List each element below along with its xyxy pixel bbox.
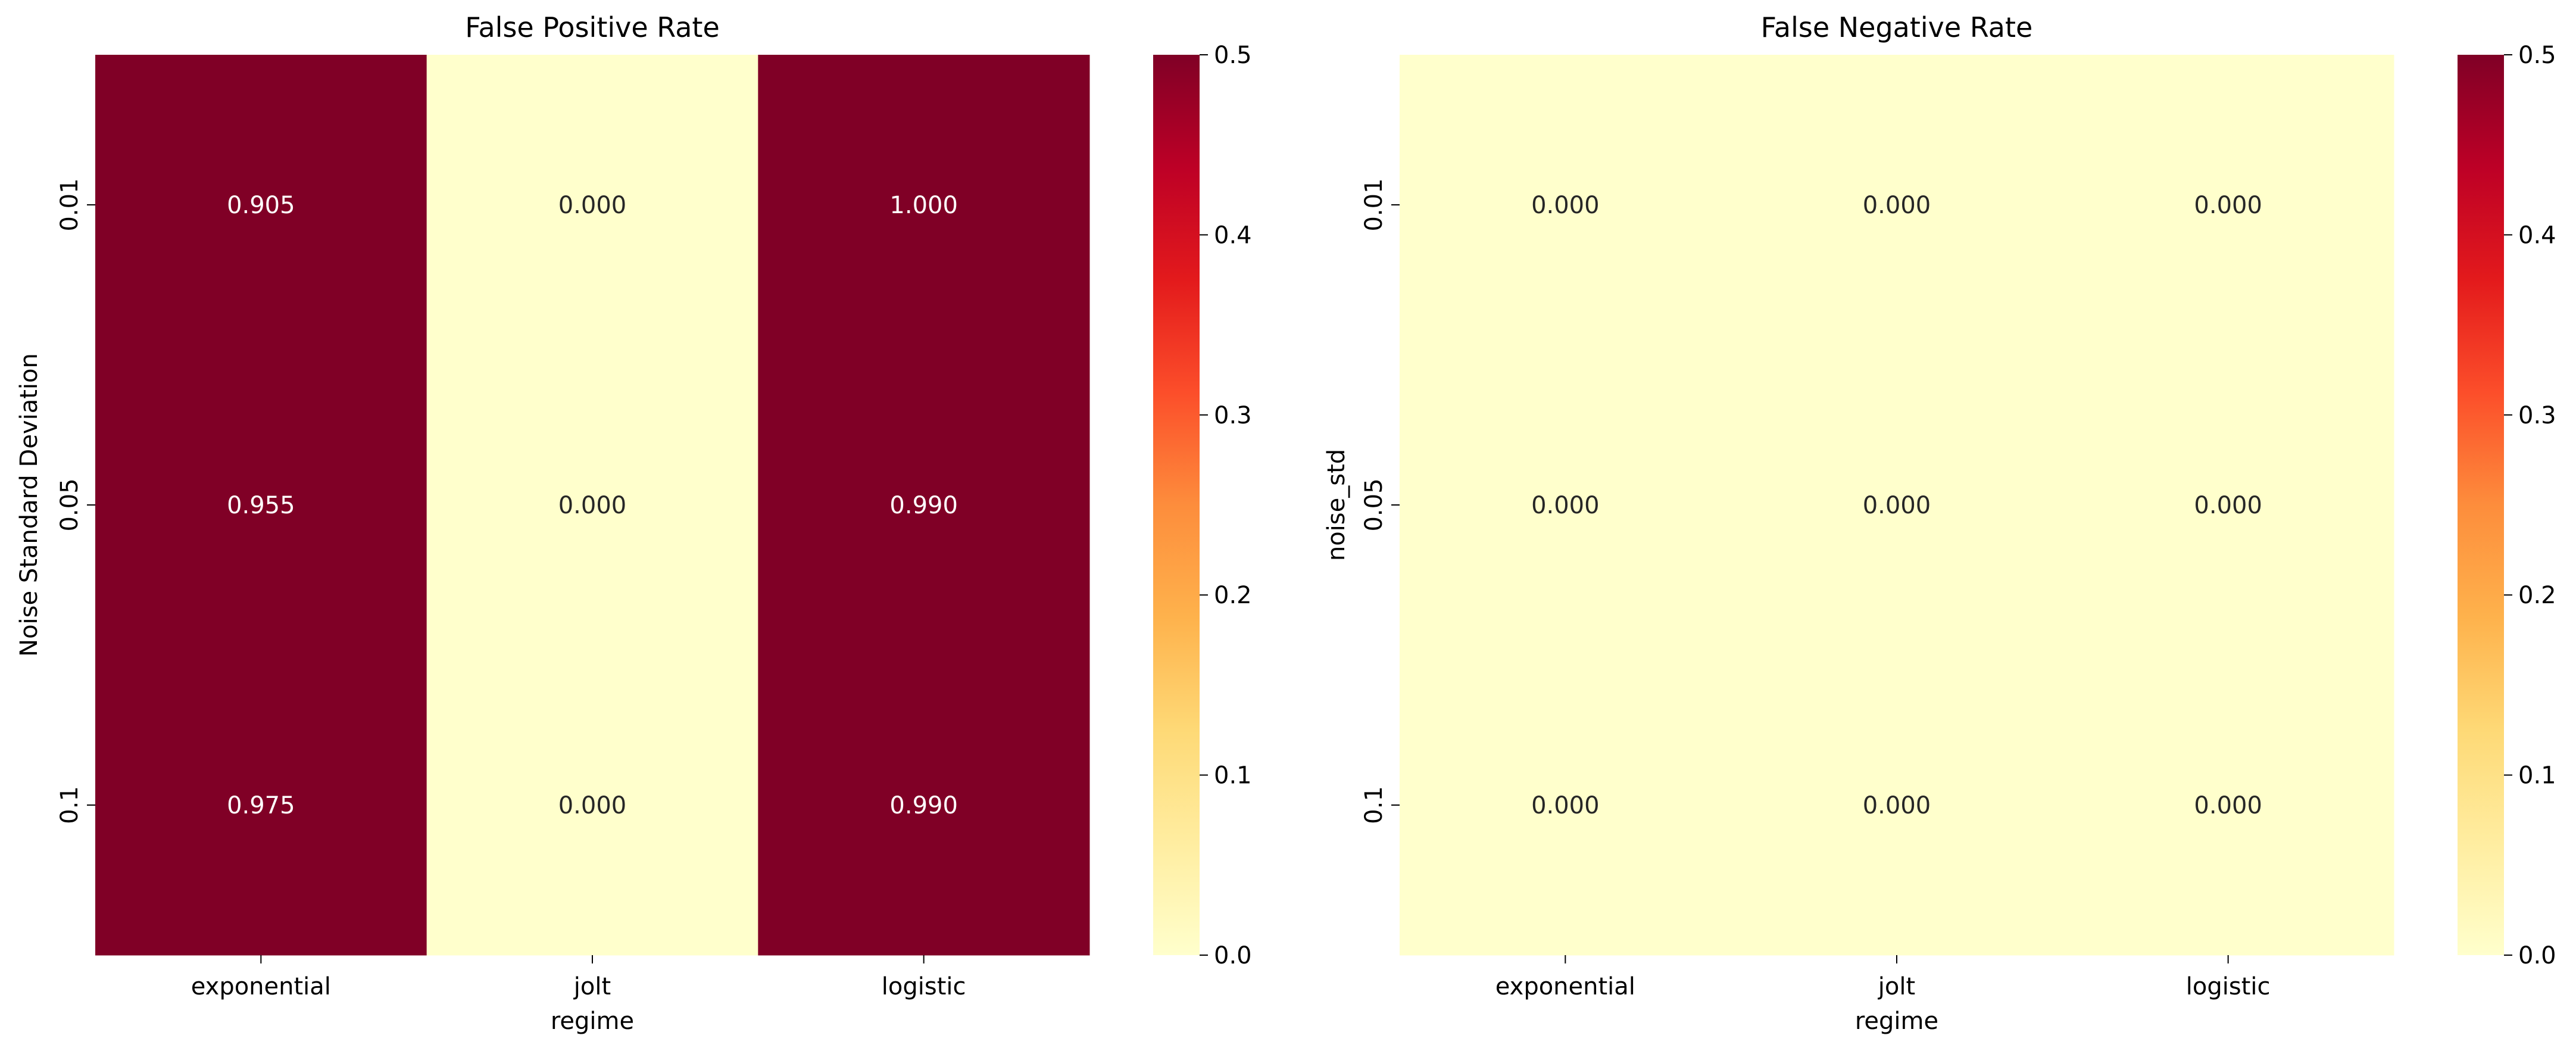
cell-value-label: 0.000 bbox=[2194, 792, 2262, 819]
heatmap-panel-false-negative: False Negative Rate 0.000 0.000 0.0000.000… bbox=[1323, 11, 2556, 1035]
heatmap-panel-false-positive: False Positive Rate 0.905 0.000 1.000 0.955… bbox=[15, 11, 1252, 1035]
y-tick-labels: 0.01 0.05 0.1 bbox=[1360, 178, 1400, 824]
heatmap-cell bbox=[426, 55, 758, 355]
heatmap-cell bbox=[426, 355, 758, 656]
heatmap-cells: 0.905 0.000 1.000 0.955 0.000 0.990 0.975 0.000… bbox=[95, 55, 1090, 956]
x-tick-label: exponential bbox=[191, 973, 331, 1000]
cell-value-label: 1.000 bbox=[889, 192, 958, 219]
colorbar bbox=[1153, 55, 1200, 955]
heatmap-cell bbox=[95, 55, 427, 355]
cell-value-label: 0.000 bbox=[1863, 192, 1931, 219]
heatmap-cell bbox=[758, 655, 1090, 956]
cell-value-label: 0.955 bbox=[227, 492, 295, 519]
cell-value-label: 0.000 bbox=[1531, 792, 1600, 819]
heatmap-cell bbox=[1731, 55, 2063, 355]
heatmap-cell bbox=[1731, 655, 2063, 956]
colorbar-tick-label: 0.1 bbox=[2518, 762, 2556, 790]
heatmap-cell bbox=[2062, 55, 2394, 355]
colorbar-ticks: 0.0 0.1 0.2 0.3 0.4 0.5 bbox=[1200, 42, 1252, 969]
colorbar-tick-label: 0.0 bbox=[2518, 942, 2556, 969]
colorbar-tick-label: 0.4 bbox=[2518, 222, 2556, 249]
x-axis-label: regime bbox=[551, 1008, 634, 1035]
cell-value-label: 0.000 bbox=[2194, 492, 2262, 519]
x-tick-labels: exponential jolt logistic bbox=[1495, 955, 2271, 1000]
colorbar-tick-label: 0.5 bbox=[1214, 42, 1252, 69]
y-tick-label: 0.1 bbox=[1360, 786, 1388, 824]
heatmap-cell bbox=[1400, 355, 1732, 656]
colorbar-tick-label: 0.3 bbox=[1214, 402, 1252, 429]
colorbar-tick-label: 0.4 bbox=[1214, 222, 1252, 249]
heatmap-cell bbox=[758, 355, 1090, 656]
x-tick-label: jolt bbox=[1878, 973, 1915, 1000]
cell-value-label: 0.905 bbox=[227, 192, 295, 219]
cell-value-label: 0.000 bbox=[2194, 192, 2262, 219]
y-axis-label: Noise Standard Deviation bbox=[15, 353, 43, 657]
heatmap-cell bbox=[1400, 655, 1732, 956]
y-tick-label: 0.01 bbox=[56, 178, 83, 231]
x-axis-label: regime bbox=[1855, 1008, 1938, 1035]
x-tick-label: logistic bbox=[2186, 973, 2271, 1000]
cell-value-label: 0.000 bbox=[558, 192, 627, 219]
heatmap-cell bbox=[1731, 355, 2063, 656]
x-tick-label: logistic bbox=[882, 973, 966, 1000]
cell-value-label: 0.000 bbox=[1531, 492, 1600, 519]
heatmap-cell bbox=[95, 655, 427, 956]
cell-value-label: 0.990 bbox=[889, 792, 958, 819]
colorbar bbox=[2458, 55, 2504, 955]
y-tick-label: 0.05 bbox=[56, 478, 83, 531]
colorbar-tick-label: 0.5 bbox=[2518, 42, 2556, 69]
y-tick-labels: 0.01 0.05 0.1 bbox=[56, 178, 95, 824]
colorbar-tick-label: 0.3 bbox=[2518, 402, 2556, 429]
y-tick-label: 0.01 bbox=[1360, 178, 1388, 231]
heatmap-cell bbox=[1400, 55, 1732, 355]
colorbar-tick-label: 0.2 bbox=[1214, 582, 1252, 609]
chart-title: False Positive Rate bbox=[465, 11, 720, 43]
x-tick-labels: exponential jolt logistic bbox=[191, 955, 966, 1000]
cell-value-label: 0.975 bbox=[227, 792, 295, 819]
y-tick-label: 0.1 bbox=[56, 786, 83, 824]
y-tick-label: 0.05 bbox=[1360, 478, 1388, 531]
colorbar-ticks: 0.0 0.1 0.2 0.3 0.4 0.5 bbox=[2504, 42, 2556, 969]
y-axis-label: noise_std bbox=[1323, 449, 1350, 561]
cell-value-label: 0.000 bbox=[558, 492, 627, 519]
cell-value-label: 0.000 bbox=[558, 792, 627, 819]
heatmap-cell bbox=[426, 655, 758, 956]
colorbar-tick-label: 0.1 bbox=[1214, 762, 1252, 790]
cell-value-label: 0.000 bbox=[1531, 192, 1600, 219]
heatmap-cell bbox=[2062, 355, 2394, 656]
x-tick-label: jolt bbox=[573, 973, 611, 1000]
heatmap-cell bbox=[2062, 655, 2394, 956]
heatmap-cells: 0.000 0.000 0.000 0.000 0.000 0.000 0.000 0.000… bbox=[1400, 55, 2394, 956]
colorbar-tick-label: 0.0 bbox=[1214, 942, 1252, 969]
cell-value-label: 0.000 bbox=[1863, 492, 1931, 519]
heatmap-cell bbox=[95, 355, 427, 656]
x-tick-label: exponential bbox=[1495, 973, 1635, 1000]
cell-value-label: 0.000 bbox=[1863, 792, 1931, 819]
cell-value-label: 0.990 bbox=[889, 492, 958, 519]
chart-title: False Negative Rate bbox=[1761, 11, 2033, 43]
colorbar-tick-label: 0.2 bbox=[2518, 582, 2556, 609]
heatmap-cell bbox=[758, 55, 1090, 355]
